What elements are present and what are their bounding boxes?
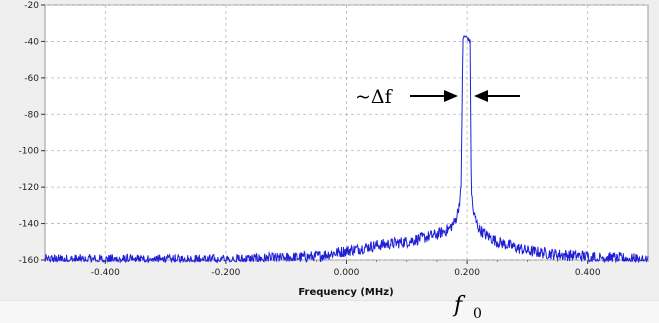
bandwidth-annotation: ~Δf — [355, 86, 520, 108]
x-tick-label: 0.200 — [454, 268, 480, 278]
x-tick-label: 0.400 — [575, 268, 601, 278]
y-tick-label: -40 — [24, 37, 39, 47]
y-axis: -20 -40 -60 -80 -100 -120 -140 -160 — [19, 1, 45, 266]
y-tick-label: -80 — [24, 110, 39, 120]
y-tick-label: -100 — [19, 147, 40, 157]
spectrum-series-line — [44, 35, 649, 264]
right-arrow-head — [474, 90, 488, 102]
left-arrow-head — [444, 90, 458, 102]
bandwidth-label: ~Δf — [355, 86, 394, 108]
x-tick-label: -0.400 — [91, 268, 120, 278]
x-axis: -0.400 -0.200 0.000 0.200 0.400 — [44, 260, 649, 278]
x-tick-label: 0.000 — [334, 268, 360, 278]
x-axis-title: Frequency (MHz) — [298, 287, 393, 298]
plot-frame: -20 -40 -60 -80 -100 -120 -140 -160 -0.400 -0.20… — [18, 1, 649, 298]
y-tick-label: -160 — [19, 256, 40, 266]
bottom-strip — [0, 300, 659, 323]
spectrum-chart: -20 -40 -60 -80 -100 -120 -140 -160 -0.400 -0.20… — [19, 1, 649, 298]
grid — [45, 4, 648, 261]
y-tick-label: -140 — [19, 220, 40, 230]
y-tick-label: -120 — [19, 183, 40, 193]
x-tick-label: -0.200 — [211, 268, 240, 278]
y-tick-label: -20 — [24, 1, 39, 11]
y-tick-label: -60 — [24, 74, 39, 84]
